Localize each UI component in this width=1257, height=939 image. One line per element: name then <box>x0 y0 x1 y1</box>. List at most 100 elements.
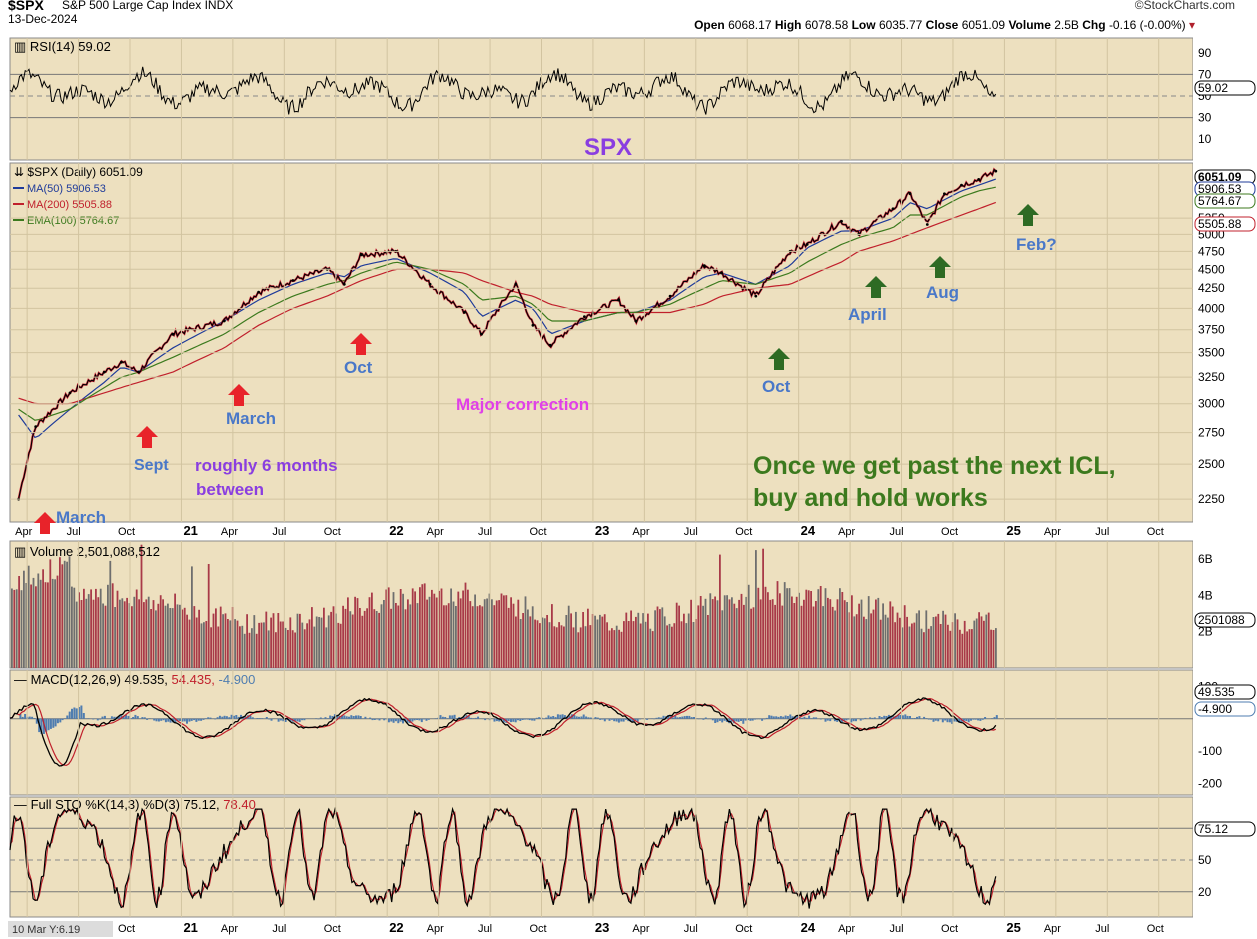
time-axis-tick: Apr <box>838 526 855 538</box>
time-axis-tick: Apr <box>632 526 649 538</box>
volume-bar <box>356 598 359 668</box>
macd-hist-bar <box>261 718 264 719</box>
volume-bar <box>899 617 901 668</box>
volume-bar <box>289 617 292 668</box>
price-point <box>462 311 466 314</box>
volume-bar <box>270 617 272 668</box>
macd-hist-bar <box>632 718 634 723</box>
volume-bar <box>140 544 143 668</box>
macd-hist-bar <box>103 715 106 719</box>
volume-bar <box>114 607 116 668</box>
macd-hist-bar <box>545 717 548 719</box>
volume-bar <box>879 619 882 668</box>
macd-hist-bar <box>326 718 329 719</box>
macd-hist-bar <box>561 714 564 719</box>
macd-hist-bar <box>667 715 670 719</box>
macd-hist-bar <box>413 718 416 721</box>
volume-bar <box>558 622 560 668</box>
macd-hist-bar <box>528 718 531 721</box>
macd-hist-bar <box>129 718 132 719</box>
macd-hist-bar <box>258 718 261 719</box>
price-point <box>634 319 638 323</box>
macd-hist-bar <box>113 716 116 719</box>
volume-bar <box>138 599 140 668</box>
price-point <box>617 298 620 302</box>
bottom-time-axis-tick: Oct <box>1147 923 1164 935</box>
macd-hist-bar <box>869 717 872 719</box>
bottom-time-axis-tick: 23 <box>595 920 609 935</box>
price-point <box>960 183 963 187</box>
macd-hist-bar <box>610 718 613 720</box>
bottom-time-axis-tick: 25 <box>1006 920 1020 935</box>
volume-bar <box>107 584 109 668</box>
price-point <box>805 243 809 246</box>
volume-bar <box>762 548 764 668</box>
macd-hist-bar <box>993 717 996 719</box>
arrow-march-2020 <box>34 512 56 534</box>
macd-hist-bar <box>714 718 717 723</box>
price-point <box>222 319 226 323</box>
volume-bar <box>937 613 940 668</box>
macd-hist-bar <box>216 717 219 719</box>
volume-bar <box>807 590 810 668</box>
volume-bar <box>882 603 884 668</box>
volume-bar <box>560 625 563 668</box>
volume-bar <box>462 590 464 668</box>
price-point <box>68 391 72 395</box>
volume-bar <box>126 597 128 668</box>
ema100-value: 5764.67 <box>1198 194 1242 208</box>
volume-bar <box>243 633 246 668</box>
volume-bar <box>327 615 330 668</box>
macd-hist-bar <box>160 718 163 721</box>
volume-bar <box>764 586 767 668</box>
volume-bar <box>834 610 836 668</box>
macd-hist-bar <box>533 718 536 721</box>
macd-hist-bar <box>808 715 811 719</box>
macd-hist-bar <box>688 715 691 719</box>
macd-hist-bar <box>718 718 721 721</box>
macd-value: 49.535 <box>1198 685 1235 699</box>
volume-bar <box>313 626 316 668</box>
macd-hist-bar <box>277 718 280 722</box>
volume-bar <box>743 604 745 668</box>
bottom-time-axis-tick: 21 <box>183 920 197 935</box>
macd-hist-bar <box>840 718 843 723</box>
chart-header: $SPX S&P 500 Large Cap Index INDX 13-Dec… <box>0 0 1257 36</box>
macd-hist-bar <box>448 715 451 719</box>
arrow-feb <box>1017 204 1039 226</box>
bottom-time-axis-tick: Apr <box>632 923 649 935</box>
volume-bar <box>306 623 308 668</box>
volume-bar <box>267 630 270 668</box>
label-sept: Sept <box>134 457 169 474</box>
macd-hist-bar <box>136 716 139 719</box>
macd-hist-bar <box>451 715 454 719</box>
macd-hist-bar <box>948 718 951 723</box>
volume-bar <box>73 587 76 668</box>
volume-bar <box>865 619 868 668</box>
macd-hist-bar <box>71 708 73 719</box>
volume-bar <box>200 623 203 668</box>
arrow-sept <box>136 426 158 448</box>
volume-bar <box>167 603 169 668</box>
volume-bar <box>906 616 908 668</box>
volume-bar <box>983 620 985 668</box>
macd-hist-bar <box>681 716 684 719</box>
macd-hist-bar <box>556 714 559 719</box>
macd-hist-bar <box>357 715 360 719</box>
price-axis-tick: 4000 <box>1198 301 1225 315</box>
volume-bar <box>203 622 205 668</box>
volume-bar <box>668 623 671 668</box>
macd-hist-bar <box>909 716 911 719</box>
volume-bar <box>150 609 152 668</box>
volume-bar <box>980 616 983 668</box>
macd-hist-bar <box>995 715 998 719</box>
volume-bar <box>95 588 97 668</box>
macd-hist-bar <box>92 718 95 720</box>
volume-bar <box>493 605 496 668</box>
macd-hist-bar <box>930 718 933 720</box>
volume-bar <box>241 625 244 668</box>
price-point <box>583 315 586 319</box>
volume-bar <box>99 588 102 668</box>
volume-bar <box>246 614 248 668</box>
